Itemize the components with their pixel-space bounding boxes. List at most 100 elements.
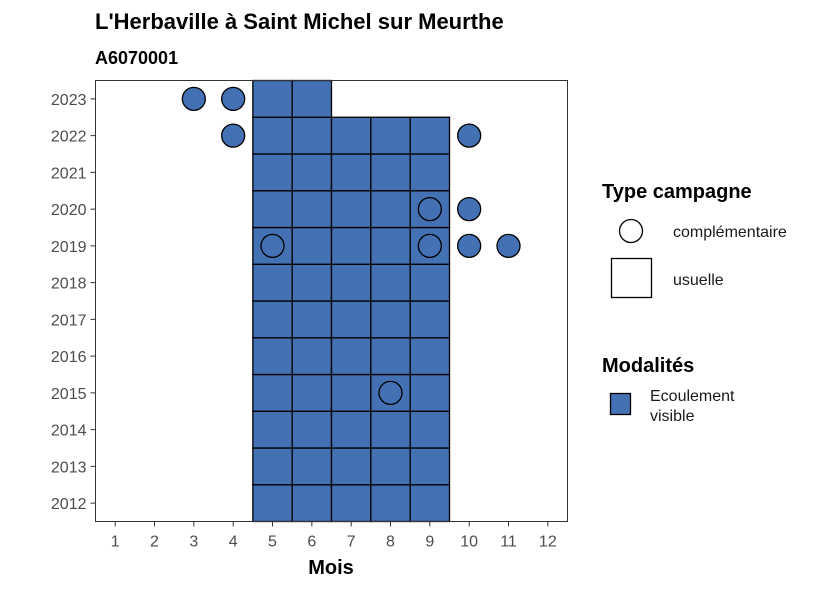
- y-tick-label: 2014: [51, 423, 87, 440]
- usuelle-tile: [370, 226, 411, 265]
- y-tick-label: 2021: [51, 165, 87, 182]
- y-tick-label: 2016: [51, 349, 87, 366]
- x-tick-label: 4: [229, 534, 238, 551]
- legend-modalites: Modalités Ecoulement visible: [602, 355, 735, 425]
- complementaire-point: [457, 196, 482, 222]
- complementaire-point: [378, 380, 403, 406]
- complementaire-point: [221, 86, 246, 112]
- complementaire-point: [457, 123, 482, 148]
- usuelle-tile: [330, 226, 372, 265]
- x-tick-label: 3: [189, 534, 198, 551]
- usuelle-tile: [409, 300, 451, 339]
- plot-area: [95, 79, 568, 523]
- legend-usuelle-symbol: [610, 257, 653, 299]
- usuelle-tile: [409, 153, 451, 192]
- legend-ecoulement-visible-label-line2: visible: [650, 408, 695, 425]
- usuelle-tile: [252, 300, 293, 339]
- usuelle-tile: [291, 116, 333, 155]
- legend-modalites-title: Modalités: [602, 355, 694, 377]
- usuelle-tile: [330, 484, 372, 523]
- usuelle-tile: [370, 300, 411, 339]
- x-tick-label: 11: [500, 534, 517, 551]
- usuelle-tile: [252, 79, 293, 118]
- chart-subtitle: A6070001: [95, 48, 178, 68]
- usuelle-tile: [291, 410, 333, 449]
- usuelle-tile: [252, 410, 293, 449]
- x-axis-label: Mois: [308, 557, 354, 579]
- y-tick-label: 2018: [51, 276, 87, 293]
- complementaire-point: [181, 86, 206, 112]
- usuelle-tile: [409, 484, 451, 523]
- usuelle-tile: [409, 373, 451, 412]
- y-tick-label: 2017: [51, 312, 87, 329]
- usuelle-tile: [291, 153, 333, 192]
- usuelle-tile: [370, 484, 411, 523]
- usuelle-tile: [252, 337, 293, 376]
- legend-type-campagne: Type campagne complémentaire usuelle: [602, 181, 787, 299]
- usuelle-tile: [370, 153, 411, 192]
- usuelle-tile: [291, 79, 333, 118]
- usuelle-tile: [291, 263, 333, 302]
- usuelle-tile: [330, 373, 372, 412]
- x-tick-label: 12: [539, 534, 557, 551]
- usuelle-tile: [291, 337, 333, 376]
- y-tick-label: 2015: [51, 386, 87, 403]
- usuelle-tile: [330, 116, 372, 155]
- y-axis: 2012 2013 2014 2015 2016 2017 2018 2019 2020 2021…: [51, 92, 96, 513]
- legend-complementaire-label: complémentaire: [673, 224, 787, 241]
- usuelle-tile: [370, 190, 411, 229]
- y-tick-label: 2012: [51, 496, 87, 513]
- usuelle-tile: [409, 337, 451, 376]
- legend-ecoulement-visible-swatch: [609, 392, 632, 416]
- legend-complementaire-symbol: [618, 218, 644, 244]
- plot-panel-border: [95, 80, 568, 522]
- usuelle-tile: [370, 116, 411, 155]
- complementaire-point: [260, 233, 285, 259]
- usuelle-tiles: [252, 79, 451, 523]
- usuelle-tile: [370, 447, 411, 486]
- usuelle-tile: [330, 337, 372, 376]
- complementaire-point: [221, 123, 246, 148]
- usuelle-tile: [370, 263, 411, 302]
- usuelle-tile: [252, 153, 293, 192]
- x-tick-label: 9: [425, 534, 434, 551]
- usuelle-tile: [330, 190, 372, 229]
- complementaire-points: [181, 86, 521, 406]
- usuelle-tile: [330, 410, 372, 449]
- usuelle-tile: [409, 263, 451, 302]
- x-tick-label: 2: [150, 534, 159, 551]
- complementaire-point: [496, 233, 521, 259]
- y-tick-label: 2022: [51, 129, 87, 146]
- y-tick-label: 2019: [51, 239, 87, 256]
- complementaire-point: [417, 233, 442, 259]
- legend-usuelle-label: usuelle: [673, 272, 724, 289]
- usuelle-tile: [330, 263, 372, 302]
- usuelle-tile: [252, 447, 293, 486]
- usuelle-tile: [370, 337, 411, 376]
- usuelle-tile: [291, 447, 333, 486]
- usuelle-tile: [252, 263, 293, 302]
- complementaire-point: [457, 233, 482, 259]
- y-tick-label: 2020: [51, 202, 87, 219]
- x-tick-label: 8: [386, 534, 395, 551]
- x-tick-label: 5: [268, 534, 277, 551]
- usuelle-tile: [252, 116, 293, 155]
- usuelle-tile: [409, 410, 451, 449]
- usuelle-tile: [291, 484, 333, 523]
- usuelle-tile: [330, 153, 372, 192]
- usuelle-tile: [291, 226, 333, 265]
- usuelle-tile: [409, 116, 451, 155]
- chart-title: L'Herbaville à Saint Michel sur Meurthe: [95, 9, 504, 34]
- usuelle-tile: [291, 300, 333, 339]
- y-tick-label: 2013: [51, 459, 87, 476]
- x-tick-label: 1: [111, 534, 120, 551]
- usuelle-tile: [370, 410, 411, 449]
- legend-ecoulement-visible-label-line1: Ecoulement: [650, 388, 735, 405]
- usuelle-tile: [330, 300, 372, 339]
- complementaire-point: [417, 196, 442, 222]
- usuelle-tile: [252, 484, 293, 523]
- x-axis: 1 2 3 4 5 6 7 8 9 10 11 12: [111, 521, 557, 551]
- x-tick-label: 10: [460, 534, 478, 551]
- usuelle-tile: [291, 190, 333, 229]
